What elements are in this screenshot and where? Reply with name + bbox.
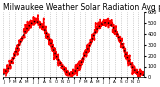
Text: Milwaukee Weather Solar Radiation Avg per Day W/m²/minute: Milwaukee Weather Solar Radiation Avg pe…: [3, 3, 160, 12]
